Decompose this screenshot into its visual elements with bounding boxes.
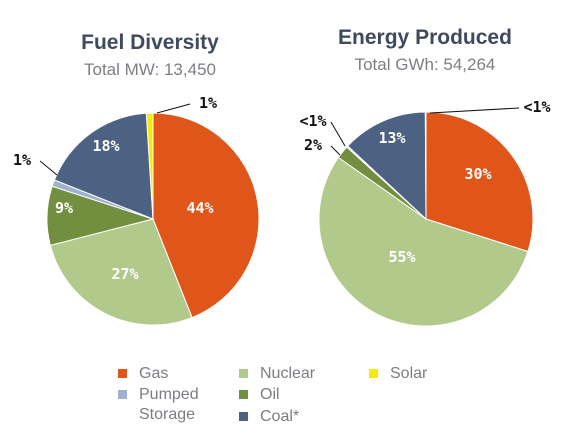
pie0-slice-nuclear — [49, 218, 193, 326]
pie1-slice-gas — [425, 111, 534, 253]
pie1-label-pumped-storage: <1% — [299, 112, 326, 130]
pie0-slice-solar — [145, 112, 154, 220]
legend: Gas Nuclear Solar Pumped Storage Oil Coa… — [118, 364, 478, 434]
pie0-leader-solar — [156, 103, 191, 114]
legend-label-solar: Solar — [390, 365, 428, 382]
pie1-slice-coal — [347, 111, 427, 221]
legend-swatch-pumped-storage — [118, 390, 127, 399]
legend-swatch-nuclear — [239, 369, 248, 378]
legend-label-pumped-storage: Pumped Storage — [139, 386, 199, 423]
pie0-slice-gas — [152, 112, 260, 319]
pie0-label-coal: 18% — [92, 137, 119, 155]
pie0-label-oil: 9% — [55, 199, 73, 217]
pie1-label-solar: <1% — [523, 98, 550, 116]
pie0-slice-coal — [53, 112, 154, 220]
pie1-slice-solar — [424, 111, 427, 220]
fuel-diversity-title: Fuel Diversity — [81, 31, 219, 54]
pie1-leader-pumped-storage — [330, 121, 346, 147]
legend-label-oil: Oil — [260, 386, 280, 403]
pie1-label-gas: 30% — [464, 165, 491, 183]
pie0-label-gas: 44% — [186, 199, 213, 217]
pie1-slice-nuclear — [318, 156, 529, 327]
pie0-label-nuclear: 27% — [111, 265, 138, 283]
energy-produced-pie: 30% 55% 2% <1% 13% <1% — [299, 98, 551, 327]
legend-swatch-coal — [239, 412, 248, 421]
fuel-diversity-pie: 44% 27% 9% 1% 18% 1% — [13, 94, 260, 326]
pie0-label-solar: 1% — [199, 94, 217, 112]
legend-swatch-gas — [118, 369, 127, 378]
pie1-label-oil: 2% — [304, 136, 322, 154]
legend-swatch-oil — [239, 390, 248, 399]
pie0-label-pumped-storage: 1% — [13, 151, 31, 169]
energy-produced-subtitle: Total GWh: 54,264 — [354, 55, 496, 74]
pie0-leader-pumped-storage — [39, 160, 58, 176]
energy-produced-title: Energy Produced — [338, 26, 512, 49]
legend-label-gas: Gas — [139, 365, 169, 382]
legend-swatch-solar — [369, 369, 378, 378]
pie1-leader-oil — [330, 145, 341, 156]
pie1-label-coal: 13% — [378, 129, 405, 147]
pie1-leader-solar — [429, 107, 520, 114]
legend-label-coal: Coal* — [260, 408, 300, 425]
fuel-diversity-subtitle: Total MW: 13,450 — [84, 60, 216, 79]
pie1-label-nuclear: 55% — [388, 248, 415, 266]
legend-label-nuclear: Nuclear — [260, 365, 316, 382]
